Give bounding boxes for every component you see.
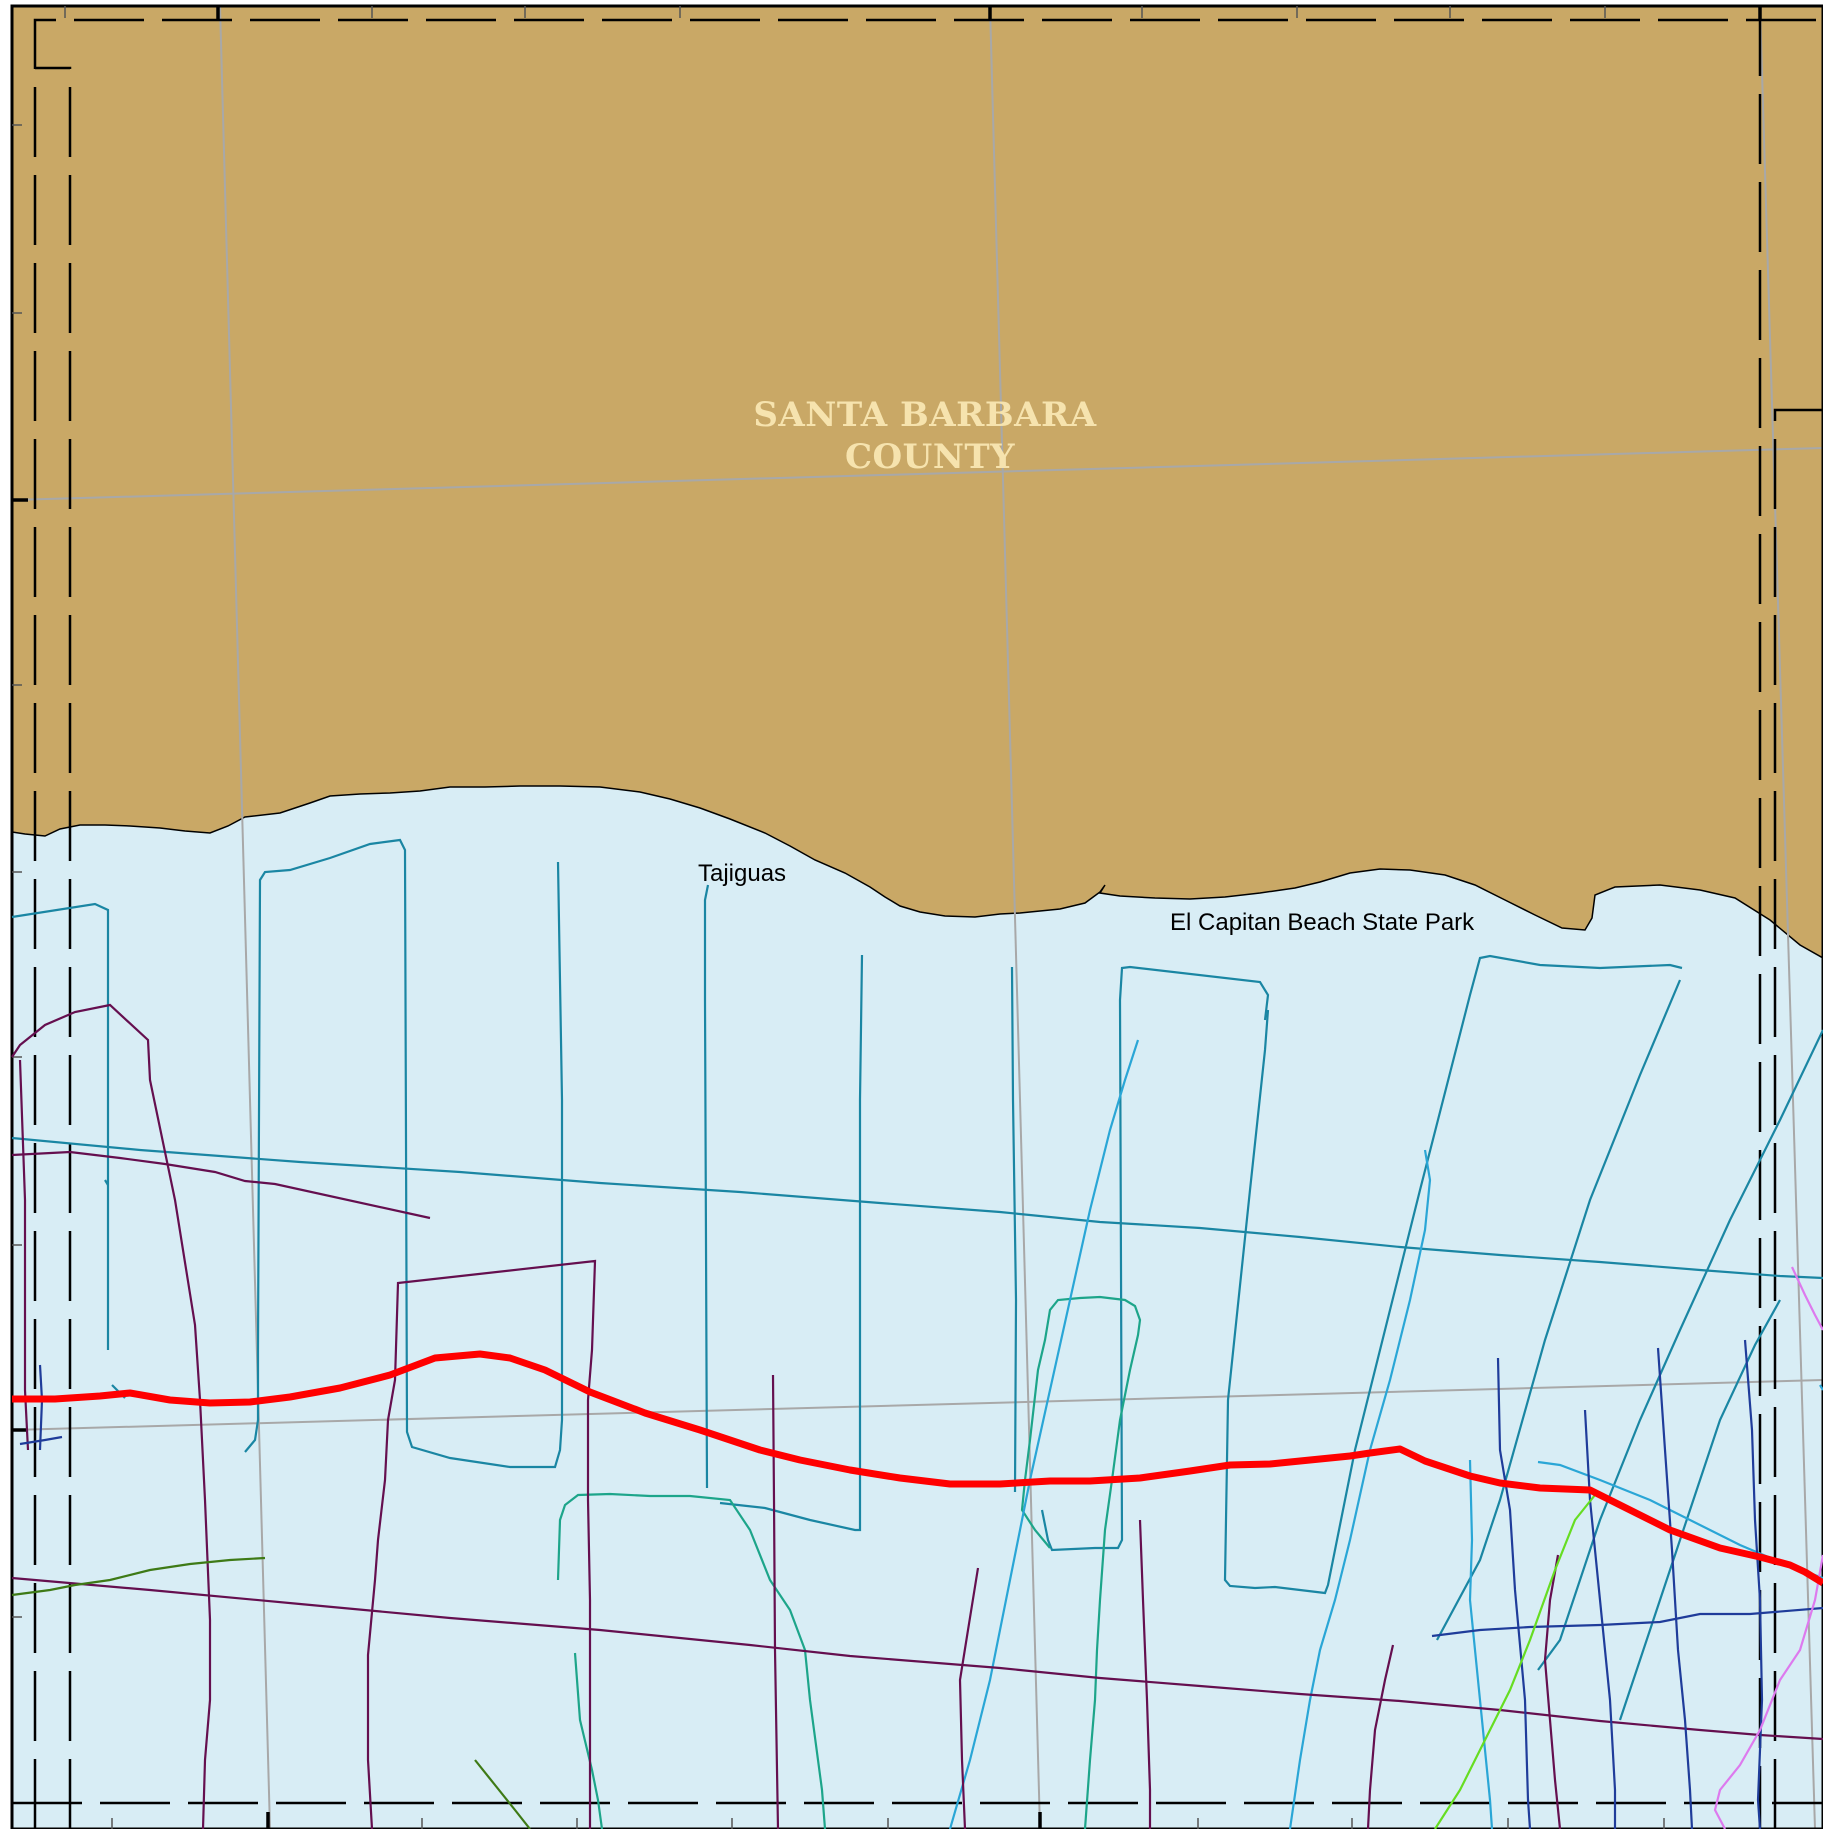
graticule bbox=[11, 5, 1823, 1829]
neatline-dashed bbox=[12, 6, 1823, 1829]
boundary-line bbox=[12, 1350, 1823, 1586]
survey-tracks-sky bbox=[948, 1039, 1823, 1829]
county-label-line1: SANTA BARBARA bbox=[753, 395, 1096, 435]
frame-ticks bbox=[12, 6, 1665, 1829]
survey-tracks-other bbox=[11, 1266, 1823, 1829]
county-label-line2: COUNTY bbox=[845, 437, 1015, 477]
survey-tracks-purple bbox=[11, 1003, 1823, 1829]
place-label-el-capitan: El Capitan Beach State Park bbox=[1170, 909, 1475, 936]
survey-tracks-seagreen bbox=[556, 1295, 1142, 1829]
survey-tracks-teal bbox=[11, 838, 1823, 1721]
place-label-tajiguas: Tajiguas bbox=[698, 860, 786, 887]
map-frame bbox=[10, 4, 1823, 1829]
major-ticks bbox=[12, 6, 1762, 1829]
